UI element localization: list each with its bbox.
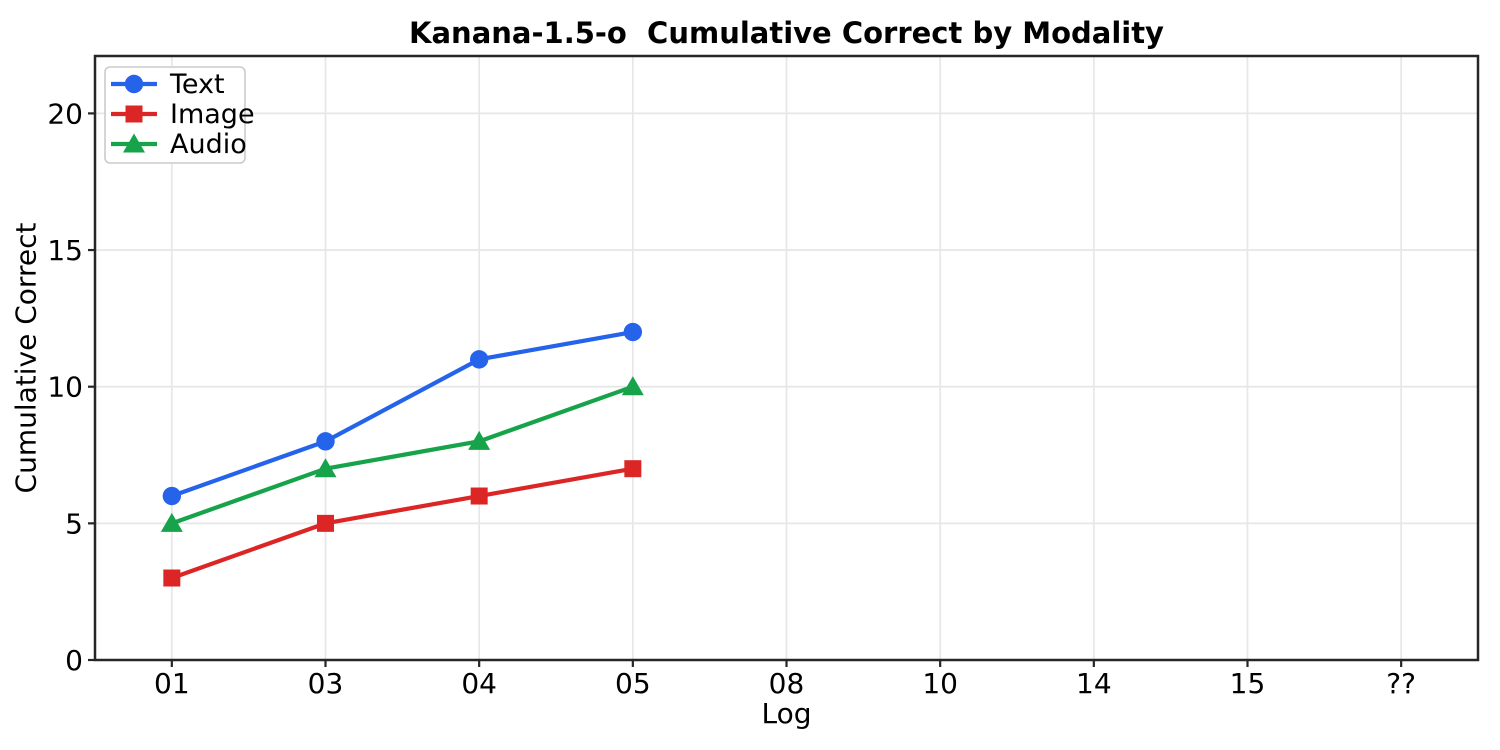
x-tick-label: 05 [615, 667, 651, 700]
x-axis: 01 03 04 05 08 10 14 15?? [154, 660, 1416, 700]
gridlines [95, 56, 1478, 660]
data-point-marker [160, 512, 183, 532]
legend-item-image: Image [111, 99, 255, 130]
legend-item-text: Text [111, 69, 225, 100]
x-axis-label: Log [761, 697, 812, 730]
y-axis-label: Cumulative Correct [9, 222, 43, 494]
x-tick-label: 15 [1230, 667, 1266, 700]
legend-marker [125, 105, 143, 123]
y-axis: 0 5 10 15 20 [47, 97, 95, 677]
legend-label: Text [169, 69, 225, 100]
data-point-marker [623, 322, 643, 342]
x-tick-label: 14 [1076, 667, 1112, 700]
legend-box [104, 66, 246, 164]
legend-marker [124, 74, 144, 94]
legend-label: Image [170, 99, 255, 130]
data-point-marker [621, 376, 644, 396]
data-point-marker [316, 432, 335, 451]
series [160, 322, 644, 587]
y-tick-label: 5 [65, 507, 83, 540]
legend-item-audio: Audio [111, 129, 247, 160]
data-point-marker [317, 514, 334, 532]
series-line [169, 466, 635, 581]
series-image [163, 460, 642, 587]
y-tick-label: 0 [65, 644, 83, 677]
x-tick-label: 10 [922, 667, 958, 700]
x-tick-label: 03 [308, 667, 344, 700]
legend-label: Audio [170, 129, 247, 160]
legend-marker [123, 133, 145, 153]
y-tick-label: 15 [47, 234, 83, 267]
x-tick-label: 04 [461, 667, 497, 700]
x-tick-label: 08 [769, 667, 805, 700]
data-point-marker [469, 350, 489, 369]
data-point-marker [163, 569, 181, 587]
x-tick-label: 01 [154, 667, 190, 700]
data-point-marker [470, 487, 488, 505]
series-line [169, 384, 635, 526]
data-point-marker [162, 486, 182, 506]
x-tick-label: ?? [1386, 667, 1416, 700]
series-text [162, 322, 643, 506]
data-point-marker [624, 460, 642, 478]
y-tick-label: 20 [47, 97, 83, 130]
y-tick-label: 10 [47, 371, 83, 404]
data-point-marker [314, 458, 337, 478]
chart-title: Kanana-1.5-o Cumulative Correct by Modal… [409, 16, 1164, 50]
data-point-marker [468, 430, 491, 450]
series-audio [160, 376, 644, 532]
series-line [169, 329, 635, 499]
